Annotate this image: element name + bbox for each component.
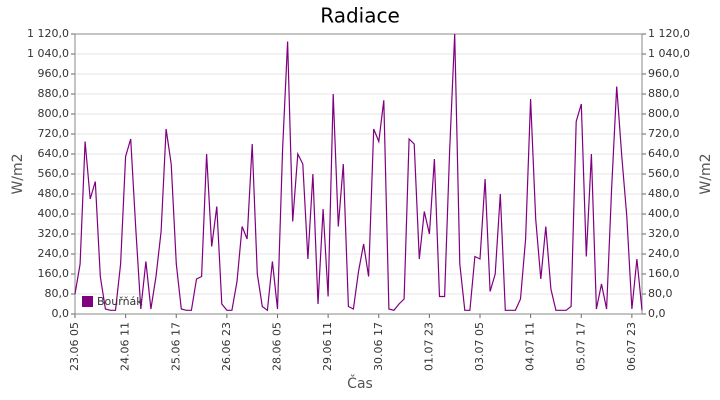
- y-tick-label: 80,0: [45, 287, 70, 300]
- x-tick-label: 30.06 17: [372, 322, 385, 371]
- y2-tick-label: 640,0: [648, 147, 680, 160]
- x-tick-label: 28.06 05: [271, 322, 284, 371]
- x-tick-label: 29.06 11: [321, 322, 334, 371]
- legend-swatch: [82, 296, 93, 307]
- y-tick-label: 240,0: [38, 247, 70, 260]
- y2-tick-label: 560,0: [648, 167, 680, 180]
- y2-tick-label: 800,0: [648, 107, 680, 120]
- x-tick-label: 05.07 17: [574, 322, 587, 371]
- y-tick-label: 160,0: [38, 267, 70, 280]
- y-tick-label: 320,0: [38, 227, 70, 240]
- plot-frame: [74, 33, 643, 315]
- y2-tick-label: 880,0: [648, 87, 680, 100]
- y-tick-label: 480,0: [38, 187, 70, 200]
- y2-tick-label: 160,0: [648, 267, 680, 280]
- y2-tick-label: 720,0: [648, 127, 680, 140]
- y2-tick-label: 0,0: [648, 307, 666, 320]
- y-tick-label: 400,0: [38, 207, 70, 220]
- y2-tick-label: 80,0: [648, 287, 673, 300]
- y2-tick-label: 1 040,0: [648, 47, 690, 60]
- chart-title: Radiace: [320, 4, 400, 28]
- x-tick-label: 23.06 05: [68, 322, 81, 371]
- x-tick-label: 24.06 11: [119, 322, 132, 371]
- y-tick-label: 880,0: [38, 87, 70, 100]
- y2-tick-label: 240,0: [648, 247, 680, 260]
- y-tick-label: 1 040,0: [27, 47, 69, 60]
- data-line: [74, 33, 643, 312]
- y-tick-label: 800,0: [38, 107, 70, 120]
- y-tick-label: 0,0: [52, 307, 70, 320]
- y2-tick-label: 400,0: [648, 207, 680, 220]
- x-tick-label: 26.06 23: [220, 322, 233, 371]
- y-axis-label: W/m2: [10, 153, 26, 194]
- x-tick-label: 04.07 11: [524, 322, 537, 371]
- x-tick-label: 01.07 23: [422, 322, 435, 371]
- y-tick-label: 720,0: [38, 127, 70, 140]
- x-tick-label: 03.07 05: [473, 322, 486, 371]
- y2-tick-label: 480,0: [648, 187, 680, 200]
- y2-axis-label: W/m2: [698, 153, 714, 194]
- y2-tick-label: 320,0: [648, 227, 680, 240]
- y-tick-label: 1 120,0: [27, 27, 69, 40]
- y2-tick-label: 960,0: [648, 67, 680, 80]
- y2-tick-label: 1 120,0: [648, 27, 690, 40]
- y-tick-label: 640,0: [38, 147, 70, 160]
- y-tick-label: 560,0: [38, 167, 70, 180]
- x-axis-label: Čas: [347, 374, 373, 392]
- x-tick-label: 06.07 23: [625, 322, 638, 371]
- x-tick-label: 25.06 17: [169, 322, 182, 371]
- legend-label: Bouřňák: [97, 295, 143, 308]
- y-tick-label: 960,0: [38, 67, 70, 80]
